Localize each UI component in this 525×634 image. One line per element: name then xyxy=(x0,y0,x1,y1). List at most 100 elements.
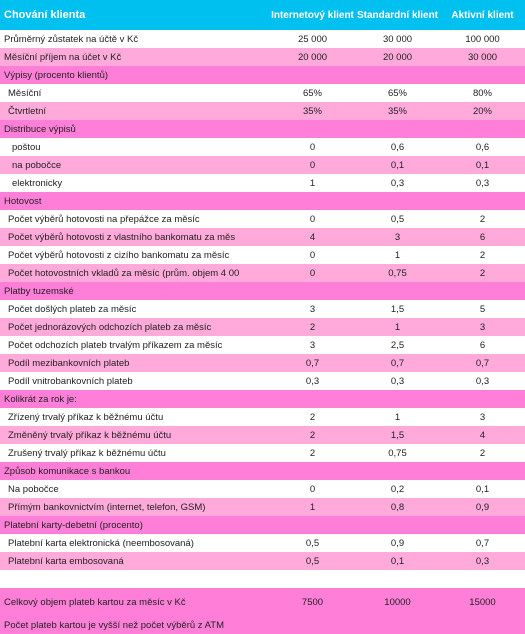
row-label: Počet výběrů hotovosti na přepážce za mě… xyxy=(0,210,270,228)
table-row: Podíl vnitrobankovních plateb 0,3 0,3 0,… xyxy=(0,372,525,390)
section-header-row: Platební karty-debetní (procento) xyxy=(0,516,525,534)
table-row: Celkový objem plateb kartou za měsíc v K… xyxy=(0,588,525,616)
cell-standard: 0,2 xyxy=(355,480,440,498)
row-label: Podíl mezibankovních plateb xyxy=(0,354,270,372)
cell-active: 3 xyxy=(440,318,525,336)
row-label: Počet výběrů hotovosti z vlastního banko… xyxy=(0,228,270,246)
cell-standard: 0,8 xyxy=(355,498,440,516)
table-row: Přímým bankovnictvím (internet, telefon,… xyxy=(0,498,525,516)
row-label: Přímým bankovnictvím (internet, telefon,… xyxy=(0,498,270,516)
spacer-cell xyxy=(0,570,525,588)
row-label: Počet odchozích plateb trvalým příkazem … xyxy=(0,336,270,354)
cell-internet: 2 xyxy=(270,408,355,426)
table-row: Na pobočce 0 0,2 0,1 xyxy=(0,480,525,498)
cell-internet: 2 xyxy=(270,444,355,462)
table-row: na pobočce 0 0,1 0,1 xyxy=(0,156,525,174)
cell-active: 3 xyxy=(440,408,525,426)
cell-standard: 1 xyxy=(355,246,440,264)
cell-standard: 1 xyxy=(355,318,440,336)
cell-active: 20% xyxy=(440,102,525,120)
cell-active: 0,3 xyxy=(440,552,525,570)
row-label: Zřízený trvalý příkaz k běžnému účtu xyxy=(0,408,270,426)
section-header-row: Hotovost xyxy=(0,192,525,210)
cell-standard: 0,75 xyxy=(355,444,440,462)
cell-active: 15000 xyxy=(440,588,525,616)
spacer-row xyxy=(0,570,525,588)
section-title: Platby tuzemské xyxy=(0,282,525,300)
table-row: Měsíční příjem na účet v Kč 20 000 20 00… xyxy=(0,48,525,66)
cell-standard: 0,3 xyxy=(355,174,440,192)
cell-active: 100 000 xyxy=(440,30,525,48)
section-header-row: Platby tuzemské xyxy=(0,282,525,300)
cell-active: 5 xyxy=(440,300,525,318)
table-row: Průměrný zůstatek na účtě v Kč 25 000 30… xyxy=(0,30,525,48)
section-title: Hotovost xyxy=(0,192,525,210)
table-row: Platební karta elektronická (neembosovan… xyxy=(0,534,525,552)
section-title: Platební karty-debetní (procento) xyxy=(0,516,525,534)
cell-internet: 0 xyxy=(270,246,355,264)
cell-active: 2 xyxy=(440,246,525,264)
cell-active: 0,7 xyxy=(440,354,525,372)
row-label: na pobočce xyxy=(0,156,270,174)
cell-active: 0,3 xyxy=(440,372,525,390)
cell-standard: 1,5 xyxy=(355,300,440,318)
table-row: Změněný trvalý příkaz k běžnému účtu 2 1… xyxy=(0,426,525,444)
row-label: Počet jednorázových odchozích plateb za … xyxy=(0,318,270,336)
cell-internet: 0 xyxy=(270,264,355,282)
cell-internet: 7500 xyxy=(270,588,355,616)
cell-internet: 65% xyxy=(270,84,355,102)
section-title: Způsob komunikace s bankou xyxy=(0,462,525,480)
cell-active: 2 xyxy=(440,210,525,228)
row-label: Počet došlých plateb za měsíc xyxy=(0,300,270,318)
cell-internet: 0,3 xyxy=(270,372,355,390)
cell-standard: 0,1 xyxy=(355,156,440,174)
section-title: Výpisy (procento klientů) xyxy=(0,66,525,84)
column-header-active-client: Aktivní klient xyxy=(440,0,525,30)
table-row: Měsíční 65% 65% 80% xyxy=(0,84,525,102)
cell-standard: 0,1 xyxy=(355,552,440,570)
row-label: Počet plateb kartou je vyšší než počet v… xyxy=(0,616,525,634)
cell-standard: 20 000 xyxy=(355,48,440,66)
row-label: Měsíční xyxy=(0,84,270,102)
cell-internet: 3 xyxy=(270,336,355,354)
table-row: Počet výběrů hotovosti na přepážce za mě… xyxy=(0,210,525,228)
cell-internet: 1 xyxy=(270,174,355,192)
table-row: Počet došlých plateb za měsíc 3 1,5 5 xyxy=(0,300,525,318)
cell-active: 0,3 xyxy=(440,174,525,192)
table-row: Počet výběrů hotovosti z cizího bankomat… xyxy=(0,246,525,264)
table-row: Platební karta embosovaná 0,5 0,1 0,3 xyxy=(0,552,525,570)
row-label: Počet hotovostních vkladů za měsíc (prům… xyxy=(0,264,270,282)
row-label: Na pobočce xyxy=(0,480,270,498)
cell-internet: 0,7 xyxy=(270,354,355,372)
cell-standard: 30 000 xyxy=(355,30,440,48)
cell-internet: 0 xyxy=(270,480,355,498)
row-label: poštou xyxy=(0,138,270,156)
cell-active: 6 xyxy=(440,228,525,246)
section-header-row: Způsob komunikace s bankou xyxy=(0,462,525,480)
table-row: Čtvrtletní 35% 35% 20% xyxy=(0,102,525,120)
column-header-standard-client: Standardní klient xyxy=(355,0,440,30)
cell-active: 2 xyxy=(440,444,525,462)
table-header-row: Chování klienta Internetový klient Stand… xyxy=(0,0,525,30)
cell-active: 4 xyxy=(440,426,525,444)
cell-standard: 0,75 xyxy=(355,264,440,282)
table-row: poštou 0 0,6 0,6 xyxy=(0,138,525,156)
cell-active: 0,1 xyxy=(440,480,525,498)
cell-active: 0,1 xyxy=(440,156,525,174)
table-row: Počet hotovostních vkladů za měsíc (prům… xyxy=(0,264,525,282)
column-header-internet-client: Internetový klient xyxy=(270,0,355,30)
table-title: Chování klienta xyxy=(0,0,270,30)
cell-active: 2 xyxy=(440,264,525,282)
section-header-row: Distribuce výpisů xyxy=(0,120,525,138)
cell-active: 6 xyxy=(440,336,525,354)
cell-standard: 1,5 xyxy=(355,426,440,444)
table-row: Počet odchozích plateb trvalým příkazem … xyxy=(0,336,525,354)
row-label: Zrušený trvalý příkaz k běžnému účtu xyxy=(0,444,270,462)
cell-internet: 1 xyxy=(270,498,355,516)
cell-standard: 65% xyxy=(355,84,440,102)
cell-internet: 0,5 xyxy=(270,552,355,570)
section-title: Distribuce výpisů xyxy=(0,120,525,138)
cell-internet: 0 xyxy=(270,210,355,228)
cell-internet: 2 xyxy=(270,426,355,444)
cell-internet: 25 000 xyxy=(270,30,355,48)
